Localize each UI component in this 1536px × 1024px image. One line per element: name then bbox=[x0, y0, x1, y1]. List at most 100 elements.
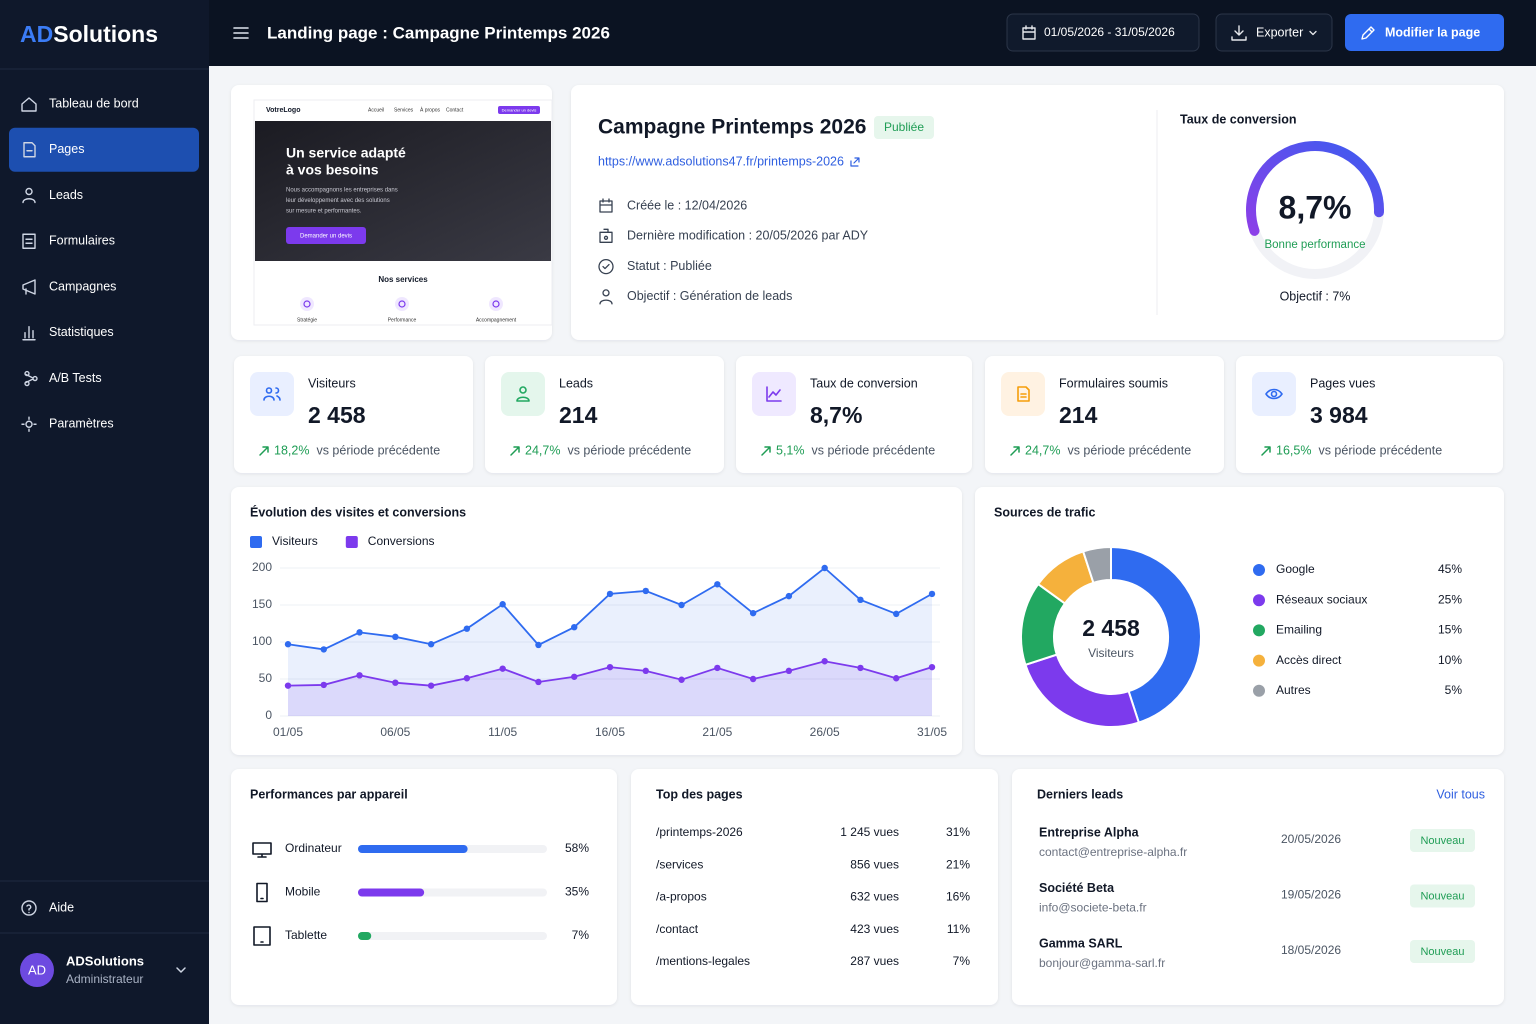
pie-slice bbox=[1081, 545, 1112, 585]
nav-item[interactable]: Statistiques bbox=[49, 325, 114, 339]
data-point bbox=[427, 641, 435, 648]
lead-date: 19/05/2026 bbox=[1281, 888, 1341, 902]
x-tick-label: 01/05 bbox=[273, 725, 303, 739]
data-point bbox=[499, 665, 506, 672]
legend-value: 45% bbox=[1438, 562, 1462, 576]
avatar bbox=[20, 953, 54, 987]
logo-prefix: AD bbox=[20, 21, 53, 47]
kpi-value: 214 bbox=[559, 402, 598, 428]
kpi-change: 18,2% bbox=[274, 443, 309, 457]
bar-value: 58% bbox=[565, 841, 589, 855]
icon bbox=[256, 882, 268, 903]
view-all-link[interactable]: Voir tous bbox=[1436, 787, 1485, 801]
x-tick-label: 06/05 bbox=[380, 725, 410, 739]
bar bbox=[358, 845, 468, 853]
preview-service-icon bbox=[395, 297, 409, 311]
kpi-value: 3 984 bbox=[1310, 402, 1368, 428]
preview-service-icon bbox=[300, 297, 314, 311]
bar bbox=[358, 888, 425, 897]
data-point bbox=[749, 609, 757, 617]
page-path: /services bbox=[656, 857, 703, 871]
preview-hero-button-label: Demander un devis bbox=[300, 234, 352, 240]
preview-service-icon bbox=[489, 297, 503, 311]
icon bbox=[1265, 388, 1283, 400]
page-path: /contact bbox=[656, 922, 699, 936]
date-button[interactable] bbox=[1006, 13, 1200, 52]
lead-email: bonjour@gamma-sarl.fr bbox=[1039, 956, 1165, 970]
icon bbox=[766, 386, 782, 402]
page-share: 16% bbox=[946, 890, 970, 904]
legend-value: 15% bbox=[1438, 623, 1462, 637]
lead-badge-label: Nouveau bbox=[1420, 835, 1464, 847]
x-tick-label: 31/05 bbox=[917, 725, 947, 739]
icon bbox=[22, 187, 36, 204]
kpi-icon-bg bbox=[1252, 372, 1296, 416]
data-point bbox=[928, 590, 936, 598]
avatar-initials: AD bbox=[28, 962, 46, 977]
preview-cta-label: Demander un devis bbox=[502, 108, 537, 113]
export-button[interactable] bbox=[1215, 13, 1333, 52]
data-point bbox=[821, 658, 828, 665]
data-point bbox=[857, 664, 864, 672]
help-link[interactable]: Aide bbox=[49, 900, 74, 914]
nav-item[interactable]: Tableau de bord bbox=[49, 96, 139, 110]
nav-item[interactable]: Paramètres bbox=[49, 417, 114, 431]
icon bbox=[22, 326, 36, 341]
icon bbox=[1261, 446, 1271, 456]
icon bbox=[252, 842, 272, 858]
preview-logo: VotreLogo bbox=[266, 107, 300, 114]
legend-label: Réseaux sociaux bbox=[1276, 592, 1367, 606]
card bbox=[631, 769, 998, 1005]
preview-menu: Contact bbox=[446, 107, 464, 113]
lead-name: Entreprise Alpha bbox=[1039, 825, 1140, 839]
preview-menu: À propos bbox=[420, 106, 441, 113]
logo-name: Solutions bbox=[53, 21, 158, 47]
page-share: 21% bbox=[946, 857, 970, 871]
conversion-title: Taux de conversion bbox=[1180, 112, 1296, 126]
data-point bbox=[320, 681, 327, 689]
nav-item[interactable]: Leads bbox=[49, 188, 83, 202]
y-tick-label: 0 bbox=[265, 708, 272, 722]
conversion-note: Bonne performance bbox=[1264, 239, 1365, 251]
nav-item[interactable]: Campagnes bbox=[49, 279, 116, 293]
nav-item[interactable]: Formulaires bbox=[49, 234, 115, 248]
conversion-goal: Objectif : 7% bbox=[1280, 289, 1351, 303]
data-point bbox=[320, 646, 327, 653]
icon bbox=[253, 926, 271, 946]
nav-item[interactable]: A/B Tests bbox=[49, 371, 102, 385]
kpi-change: 5,1% bbox=[776, 443, 805, 457]
user-name: ADSolutions bbox=[66, 953, 144, 968]
logo[interactable]: ADSolutions bbox=[20, 21, 158, 47]
nav-active bbox=[9, 127, 199, 172]
data-point bbox=[535, 641, 542, 649]
edit-button[interactable] bbox=[1345, 14, 1504, 51]
data-point bbox=[392, 679, 399, 686]
kpi-compare: vs période précédente bbox=[567, 443, 691, 457]
data-point bbox=[785, 667, 793, 675]
bar-value: 7% bbox=[572, 928, 590, 942]
preview-cta bbox=[498, 106, 540, 114]
x-tick-label: 21/05 bbox=[702, 725, 732, 739]
legend-swatch bbox=[250, 536, 262, 548]
legend-value: 10% bbox=[1438, 653, 1462, 667]
donut-center-label: Visiteurs bbox=[1088, 646, 1134, 660]
campaign-detail: Créée le : 12/04/2026 bbox=[627, 198, 747, 212]
page-views: 632 vues bbox=[850, 890, 899, 904]
legend-value: 25% bbox=[1438, 592, 1462, 606]
nav-item[interactable]: Pages bbox=[49, 142, 84, 156]
data-point bbox=[499, 601, 506, 608]
card bbox=[1012, 769, 1504, 1005]
data-point bbox=[821, 564, 828, 572]
icon bbox=[263, 387, 281, 401]
preview-hero-button bbox=[286, 227, 366, 244]
legend-dot bbox=[1253, 564, 1265, 576]
bar-label: Ordinateur bbox=[285, 841, 342, 855]
kpi-change: 24,7% bbox=[525, 443, 560, 457]
preview-hero-text: sur mesure et performantes. bbox=[286, 209, 362, 215]
y-tick-label: 200 bbox=[252, 560, 272, 574]
lead-name: Société Beta bbox=[1039, 881, 1115, 895]
data-point bbox=[392, 633, 399, 641]
campaign-url[interactable]: https://www.adsolutions47.fr/printemps-2… bbox=[598, 154, 844, 168]
chart-title: Performances par appareil bbox=[250, 787, 408, 801]
